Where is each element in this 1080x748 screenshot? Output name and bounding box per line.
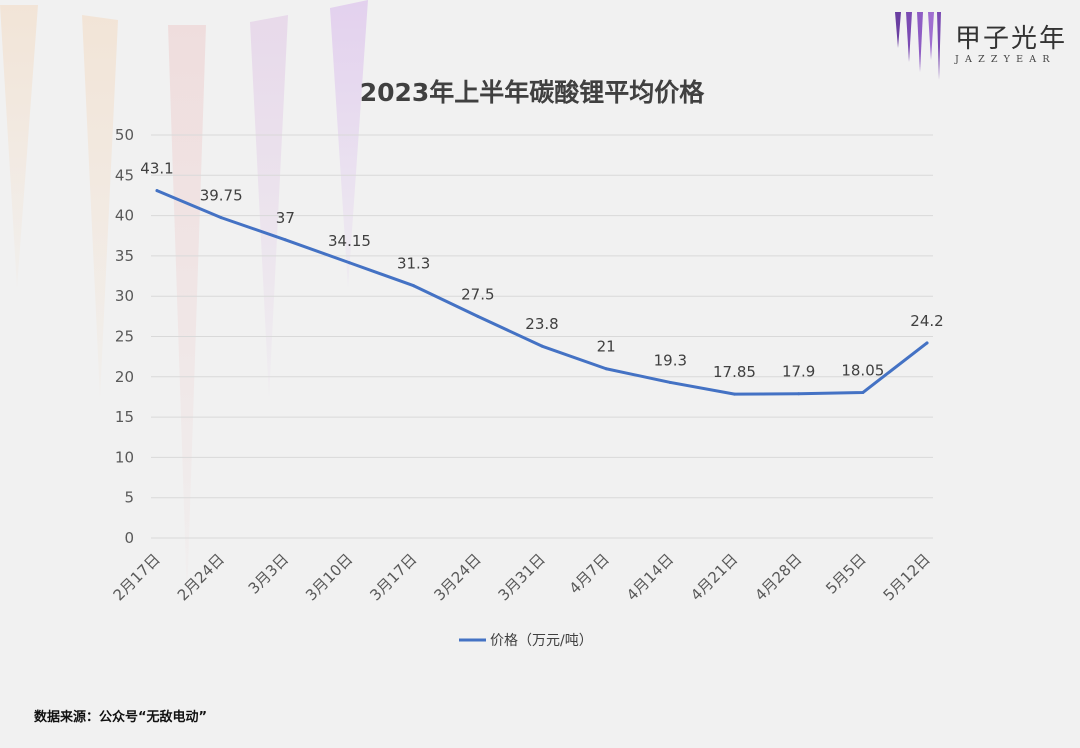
data-label: 19.3 [654,351,687,369]
data-point [219,216,223,220]
data-label: 34.15 [328,232,371,250]
data-point [604,367,608,371]
source-note: 数据来源：公众号“无敌电动” [34,710,208,725]
chart-title: 2023年上半年碳酸锂平均价格 [359,78,705,107]
data-label: 21 [597,338,616,356]
x-tick-label: 2月24日 [174,550,228,604]
jazzyear-logo: 甲子光年 JAZZYEAR [893,10,1073,90]
logo-bar-2 [906,12,912,62]
data-label: 18.05 [841,362,884,380]
x-tick-label: 3月17日 [366,550,420,604]
x-axis-ticks: 2月17日 2月24日 3月3日 3月10日 3月17日 3月24日 3月31日 4月7日 4月… [110,550,934,604]
x-tick-label: 2月17日 [110,550,164,604]
logo-bar-1 [895,12,901,48]
data-label: 17.85 [713,363,756,381]
y-tick-label: 45 [115,166,134,184]
y-tick-label: 20 [115,368,134,386]
x-tick-label: 4月28日 [751,550,805,604]
x-tick-label: 4月14日 [623,550,677,604]
data-label: 23.8 [525,315,558,333]
x-tick-label: 3月24日 [430,550,484,604]
data-point [155,189,159,193]
data-point [283,238,287,242]
data-label: 43.1 [140,160,173,178]
y-tick-label: 30 [115,287,134,305]
y-tick-label: 0 [124,529,134,547]
data-point [861,391,865,395]
y-tick-label: 35 [115,247,134,265]
data-point [733,392,736,396]
logo-bar-3 [917,12,923,72]
data-point [797,392,801,396]
x-tick-label: 3月10日 [302,550,356,604]
legend-label: 价格（万元/吨） [490,633,593,649]
data-label: 39.75 [200,187,243,205]
data-labels: 43.1 39.75 37 34.15 31.3 27.5 23.8 21 19.3 17.85 1… [140,160,943,382]
y-tick-label: 50 [115,126,134,144]
x-tick-label: 5月5日 [822,550,869,597]
y-tick-label: 5 [124,489,134,507]
logo-mark-icon [895,12,941,80]
data-point [348,261,351,265]
x-tick-label: 4月21日 [687,550,741,604]
logo-bar-4 [928,12,934,60]
data-label: 27.5 [461,285,494,303]
data-label: 24.2 [910,312,943,330]
data-label: 31.3 [397,255,430,273]
logo-bar-5 [937,12,941,80]
data-point [476,314,480,318]
y-tick-label: 10 [115,448,134,466]
y-tick-label: 40 [115,207,134,225]
y-axis-ticks: 0 5 10 15 20 25 30 35 40 45 50 [115,126,134,547]
y-tick-label: 25 [115,328,134,346]
data-point [925,341,929,345]
data-point [412,284,416,288]
data-point [540,344,544,348]
y-tick-label: 15 [115,408,134,426]
logo-english-text: JAZZYEAR [955,54,1056,65]
series-layer [155,189,929,396]
logo-chinese-text: 甲子光年 [955,24,1068,54]
x-tick-label: 4月7日 [566,550,613,597]
data-point [668,380,672,384]
x-tick-label: 3月3日 [245,550,292,597]
legend: 价格（万元/吨） [459,633,593,649]
data-label: 37 [276,209,295,227]
data-label: 17.9 [782,363,815,381]
x-tick-label: 3月31日 [495,550,549,604]
x-tick-label: 5月12日 [880,550,934,604]
gridlines [151,134,933,539]
